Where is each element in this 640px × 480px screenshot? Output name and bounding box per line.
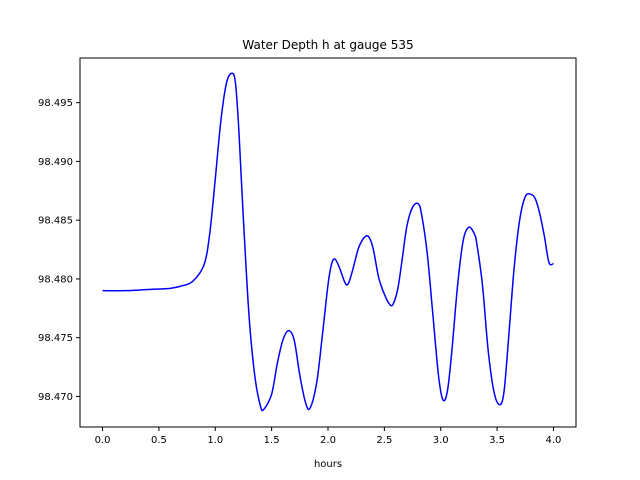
y-tick-label: 98.495 <box>38 98 73 109</box>
x-axis: 0.0 0.5 1.0 1.5 2.0 2.5 3.0 3.5 4.0 <box>95 427 562 446</box>
y-tick-label: 98.485 <box>38 216 73 227</box>
y-axis: 98.470 98.475 98.480 98.485 98.490 98.495 <box>38 98 80 403</box>
chart-title: Water Depth h at gauge 535 <box>242 38 413 52</box>
plot-frame <box>79 57 577 428</box>
y-tick-label: 98.480 <box>38 274 73 285</box>
x-tick-label: 3.5 <box>489 435 505 446</box>
x-tick-label: 2.0 <box>320 435 336 446</box>
x-tick-label: 3.0 <box>433 435 449 446</box>
x-tick-label: 2.5 <box>376 435 392 446</box>
x-tick-label: 0.5 <box>151 435 167 446</box>
x-tick-label: 4.0 <box>546 435 562 446</box>
x-axis-label: hours <box>314 459 342 470</box>
y-tick-label: 98.470 <box>38 392 73 403</box>
y-tick-label: 98.490 <box>38 157 73 168</box>
series-line-0 <box>102 72 554 412</box>
x-tick-label: 0.0 <box>95 435 111 446</box>
x-tick-label: 1.5 <box>264 435 280 446</box>
y-tick-label: 98.475 <box>38 333 73 344</box>
plot-area <box>102 72 554 412</box>
x-tick-label: 1.0 <box>207 435 223 446</box>
